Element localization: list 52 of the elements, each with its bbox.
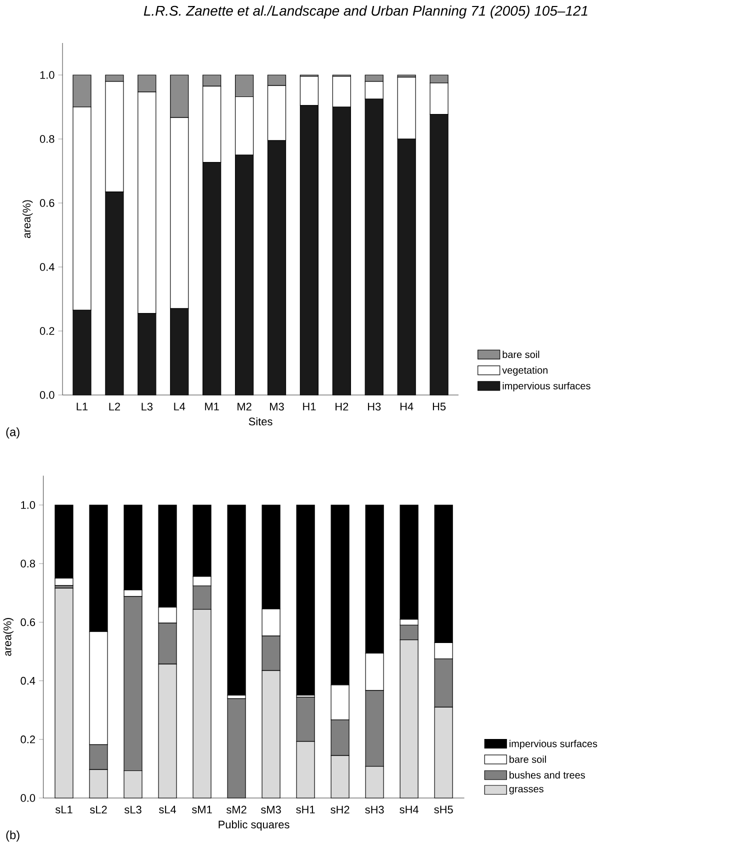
text: (a) (6, 427, 20, 439)
x-tick-label: H1 (303, 402, 316, 410)
x-tick-label: sL2 (90, 806, 107, 814)
x-tick-label: sH3 (365, 806, 384, 814)
x-tick-label: sL3 (124, 806, 142, 814)
x-tick-label: H3 (368, 402, 381, 411)
x-tick-label: sM2 (226, 806, 246, 814)
y-tick-label: 0.6 (40, 199, 54, 207)
text: (b) (6, 830, 20, 842)
x-tick-label: sH4 (400, 806, 418, 814)
x-tick-label: L1 (76, 402, 88, 410)
y-tick-label: 1.0 (40, 71, 54, 79)
x-tick-label: sL1 (55, 806, 72, 814)
x-tick-label: sH2 (330, 806, 350, 814)
x-tick-label: L3 (142, 402, 153, 411)
legend-label: bare soil (510, 756, 546, 763)
y-tick-label: 0.0 (40, 391, 54, 399)
x-tick-label: H5 (432, 402, 446, 410)
y-tick-label: 0.8 (20, 560, 36, 568)
legend-label: impervious surfaces (510, 740, 598, 750)
x-tick-label: M3 (270, 402, 284, 411)
x-axis-title: Sites (248, 417, 272, 426)
x-tick-label: sL4 (159, 806, 176, 814)
bar (227, 504, 246, 696)
y-tick-label: 0.4 (20, 676, 36, 685)
x-tick-label: L4 (174, 402, 186, 410)
x-tick-label: sH5 (434, 806, 453, 814)
x-tick-label: M2 (238, 402, 252, 410)
x-axis-title: Public squares (218, 820, 290, 831)
y-tick-label: 1.0 (21, 501, 36, 509)
y-axis-title: area(%) (3, 618, 14, 656)
y-tick-label: 0.2 (20, 736, 35, 744)
y-axis-title: area(%) (22, 200, 33, 238)
x-tick-label: sH1 (296, 806, 315, 814)
legend-label: vegetation (502, 366, 548, 376)
y-tick-label: 0.0 (20, 794, 36, 802)
x-tick-label: sM3 (261, 806, 281, 814)
y-tick-label: 0.6 (20, 618, 36, 626)
y-tick-label: 0.4 (40, 263, 54, 271)
x-tick-label: H2 (336, 402, 348, 410)
legend-label: bushes and trees (510, 771, 585, 779)
text: L.R.S. Zanette et al./Landscape and Urban Planning 71 (2005) 105–121 (144, 6, 588, 19)
x-tick-label: L2 (109, 402, 120, 410)
x-tick-label: H4 (400, 402, 414, 410)
y-tick-label: 0.2 (40, 327, 54, 335)
legend-label: bare soil (502, 350, 540, 358)
y-tick-label: 0.8 (40, 135, 54, 143)
legend-label: grasses (509, 786, 544, 794)
legend-label: impervious surfaces (502, 382, 590, 392)
x-tick-label: sM1 (192, 806, 212, 814)
bar (296, 504, 315, 696)
x-tick-label: M1 (205, 402, 219, 410)
